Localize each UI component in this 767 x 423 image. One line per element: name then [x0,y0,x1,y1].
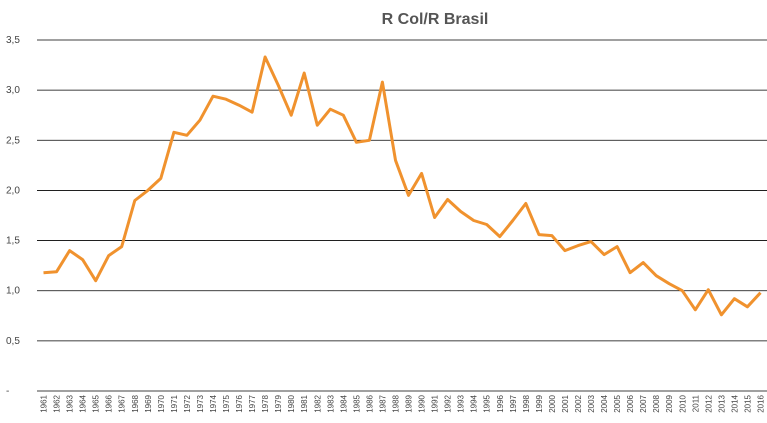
x-tick-label: 2009 [665,394,674,412]
x-tick-label: 1965 [92,394,101,412]
x-tick-label: 1995 [483,394,492,412]
x-tick-label: 1975 [222,394,231,412]
x-tick-label: 1966 [105,394,114,412]
x-tick-label: 1973 [196,394,205,412]
x-tick-label: 1993 [457,394,466,412]
chart-title: R Col/R Brasil [382,11,489,28]
y-tick-label: - [6,386,9,397]
x-tick-label: 2016 [756,394,765,412]
x-tick-label: 1974 [209,394,218,412]
x-tick-label: 1971 [170,394,179,412]
x-tick-label: 1963 [66,394,75,412]
x-tick-label: 1990 [418,394,427,412]
x-tick-label: 2012 [704,394,713,412]
x-tick-label: 1986 [365,394,374,412]
x-tick-label: 2008 [652,394,661,412]
y-tick-label: 3,5 [6,35,20,46]
x-tick-label: 1968 [131,394,140,412]
y-tick-label: 2,5 [6,135,20,146]
x-tick-label: 2005 [613,394,622,412]
x-tick-label: 1981 [300,394,309,412]
x-tick-label: 2007 [639,394,648,412]
x-tick-label: 1985 [352,394,361,412]
x-tick-label: 1972 [183,394,192,412]
x-tick-label: 1991 [431,394,440,412]
x-tick-label: 2002 [574,394,583,412]
x-tick-label: 1988 [391,394,400,412]
x-tick-label: 1964 [79,394,88,412]
x-tick-label: 1999 [535,394,544,412]
x-tick-label: 2013 [717,394,726,412]
x-tick-label: 2010 [678,394,687,412]
x-tick-label: 1983 [326,394,335,412]
x-tick-label: 1970 [157,394,166,412]
x-tick-label: 1962 [53,394,62,412]
y-tick-label: 0,5 [6,336,20,347]
x-tick-label: 1980 [287,394,296,412]
x-tick-label: 1967 [118,394,127,412]
x-tick-label: 2006 [626,394,635,412]
x-tick-label: 1976 [235,394,244,412]
x-tick-label: 1979 [274,394,283,412]
x-tick-label: 1996 [496,394,505,412]
x-tick-label: 2011 [691,394,700,412]
x-tick-label: 2014 [730,394,739,412]
x-tick-label: 1969 [144,394,153,412]
x-tick-label: 1992 [444,394,453,412]
x-tick-label: 1997 [509,394,518,412]
x-tick-label: 1998 [522,394,531,412]
x-tick-label: 1987 [378,394,387,412]
x-tick-label: 2003 [587,394,596,412]
y-tick-label: 1,5 [6,236,20,247]
y-tick-label: 2,0 [6,185,20,196]
x-tick-label: 1961 [40,394,49,412]
x-tick-label: 2001 [561,394,570,412]
x-tick-label: 1984 [339,394,348,412]
x-tick-label: 1977 [248,394,257,412]
line-series [43,55,762,317]
x-tick-label: 1989 [405,394,414,412]
y-tick-label: 1,0 [6,286,20,297]
x-tick-label: 2000 [548,394,557,412]
x-tick-label: 1982 [313,394,322,412]
x-tick-label: 1978 [261,394,270,412]
x-tick-label: 2004 [600,394,609,412]
y-tick-label: 3,0 [6,85,20,96]
x-tick-label: 1994 [470,394,479,412]
x-tick-label: 2015 [743,394,752,412]
